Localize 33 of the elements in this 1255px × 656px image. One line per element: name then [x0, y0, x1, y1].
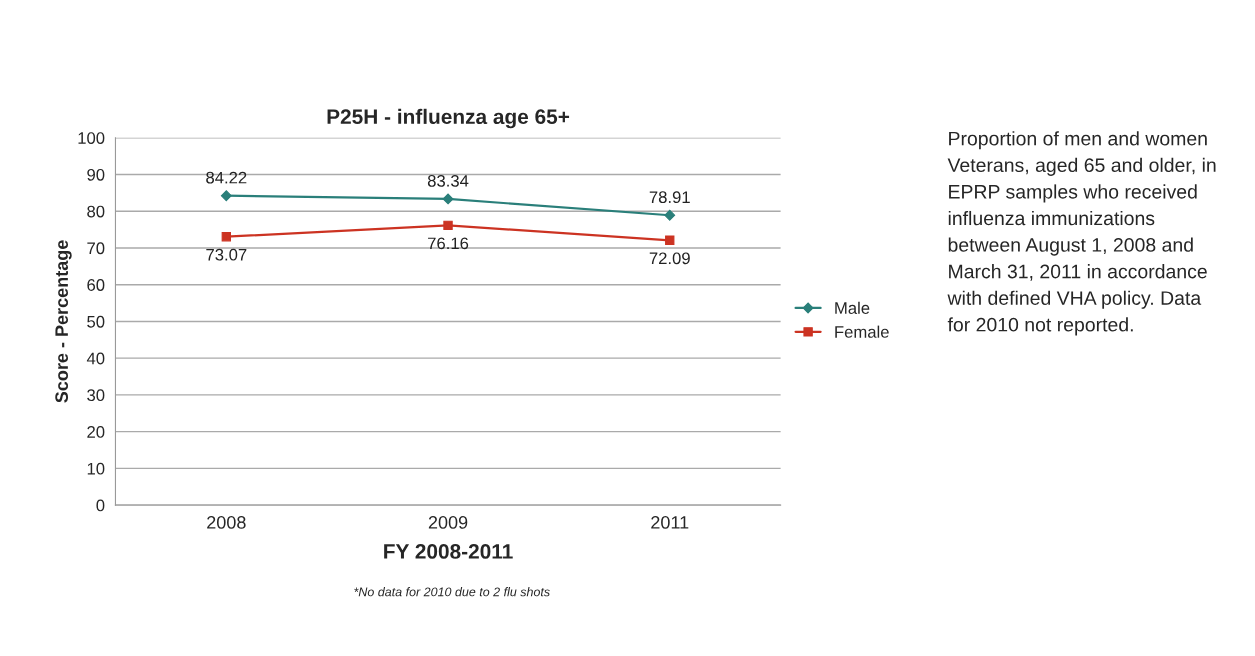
legend-label: Female [835, 325, 889, 338]
y-tick-label: 20 [87, 426, 105, 438]
text: Proportion of men and women Veterans, aged 65 and older, in EPRP samples who received influenza immunizations between August 1, 2008 and March 31, 2011 in accordance with defined VHA policy. Data for 2010 not reported. [947, 131, 1216, 336]
y-tick-label: 0 [96, 499, 105, 512]
data-label: 72.09 [649, 252, 690, 265]
x-axis-title: FY 2008-2011 [384, 544, 513, 559]
y-axis-title: Score - Percentage [55, 240, 72, 403]
y-tick-label: 70 [87, 242, 105, 255]
point [442, 193, 454, 205]
data-label: 84.22 [206, 171, 247, 184]
y-tick-label: 30 [87, 389, 105, 402]
data-label: 76.16 [428, 237, 469, 250]
y-tick-label: 80 [87, 205, 105, 218]
point [443, 220, 453, 231]
y-tick-label: 50 [87, 315, 105, 328]
x-tick-label: 2008 [207, 516, 246, 529]
data-label: 73.07 [206, 248, 247, 261]
y-tick-label: 60 [87, 279, 105, 291]
data-label: 78.91 [649, 191, 690, 204]
y-tick-label: 40 [86, 352, 105, 365]
chart-title: P25H - influenza age 65+ [327, 108, 570, 129]
y-tick-label: 90 [87, 168, 105, 181]
y-tick-label: 100 [78, 132, 105, 144]
y-tick-label: 10 [87, 462, 105, 475]
point [221, 232, 231, 242]
point [665, 235, 675, 245]
legend-label: Male [835, 301, 870, 314]
point [664, 209, 676, 221]
x-tick-label: 2011 [651, 516, 689, 529]
data-label: 83.34 [427, 174, 469, 187]
x-tick-label: 2009 [428, 516, 468, 529]
text: *No data for 2010 due to 2 flu shots [354, 587, 550, 597]
point [220, 190, 232, 202]
